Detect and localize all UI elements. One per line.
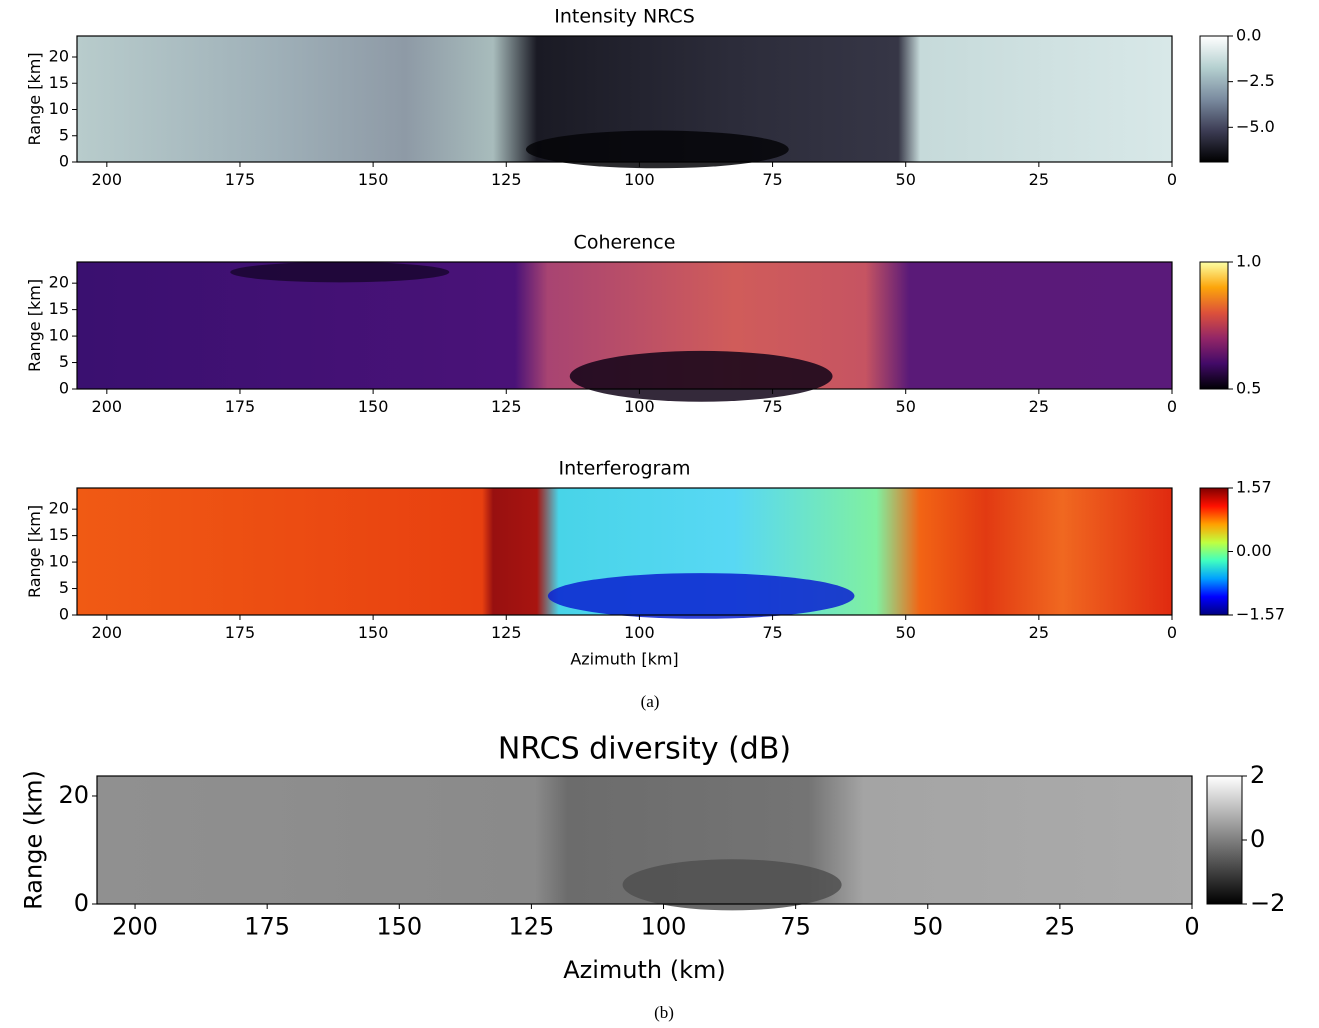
image-feature <box>230 262 450 283</box>
x-tick-label: 0 <box>1167 623 1177 642</box>
colorbar-tick-label: 0.5 <box>1236 379 1261 398</box>
x-tick-label: 150 <box>358 623 389 642</box>
chart-title: NRCS diversity (dB) <box>498 732 791 767</box>
y-tick-label: 20 <box>49 47 69 66</box>
y-tick-label: 10 <box>49 552 69 571</box>
y-axis-label: Range [km] <box>25 505 44 598</box>
colorbar <box>1206 775 1243 905</box>
y-tick-label: 0 <box>59 379 69 398</box>
y-tick-label: 5 <box>59 352 69 371</box>
axes-frame <box>76 261 1173 390</box>
x-tick-label: 200 <box>112 913 158 941</box>
colorbar-tick-label: −5.0 <box>1236 117 1275 136</box>
axes-frame <box>76 487 1173 616</box>
x-tick-label: 25 <box>1045 913 1076 941</box>
y-axis-label: Range [km] <box>25 52 44 145</box>
colorbar-tick-label: 1.0 <box>1236 252 1261 271</box>
x-tick-label: 50 <box>896 623 916 642</box>
y-tick-label: 10 <box>49 326 69 345</box>
x-tick-label: 125 <box>491 397 522 416</box>
y-tick-label: 0 <box>59 152 69 171</box>
x-tick-label: 100 <box>624 170 655 189</box>
x-tick-label: 150 <box>358 170 389 189</box>
x-tick-label: 75 <box>780 913 811 941</box>
colorbar-tick-label: 1.57 <box>1236 478 1272 497</box>
x-tick-label: 175 <box>244 913 290 941</box>
image-feature <box>622 859 842 911</box>
x-tick-label: 25 <box>1029 397 1049 416</box>
x-tick-label: 200 <box>92 623 123 642</box>
y-tick-label: 15 <box>49 525 69 544</box>
y-tick-label: 0 <box>59 605 69 624</box>
x-tick-label: 0 <box>1167 397 1177 416</box>
x-tick-label: 125 <box>491 623 522 642</box>
image-feature <box>547 573 855 619</box>
x-tick-label: 200 <box>92 397 123 416</box>
x-tick-label: 0 <box>1184 913 1199 941</box>
axes-frame <box>96 775 1193 905</box>
colorbar-tick-label: −2.5 <box>1236 71 1275 90</box>
x-tick-label: 100 <box>624 397 655 416</box>
y-tick-label: 15 <box>49 299 69 318</box>
x-tick-label: 50 <box>912 913 943 941</box>
colorbar-tick-label: 0.00 <box>1236 541 1272 560</box>
chart-title: Intensity NRCS <box>554 6 695 28</box>
axes-frame <box>76 35 1173 163</box>
y-tick-label: 15 <box>49 73 69 92</box>
x-tick-label: 175 <box>225 623 256 642</box>
y-tick-label: 20 <box>49 273 69 292</box>
x-tick-label: 75 <box>762 623 782 642</box>
caption: (b) <box>654 1003 674 1022</box>
x-tick-label: 150 <box>358 397 389 416</box>
colorbar-tick-label: −2 <box>1250 889 1285 917</box>
x-tick-label: 125 <box>491 170 522 189</box>
y-tick-label: 0 <box>74 889 89 917</box>
x-tick-label: 125 <box>509 913 555 941</box>
x-tick-label: 200 <box>92 170 123 189</box>
colorbar <box>1199 261 1229 390</box>
image-feature <box>569 350 833 402</box>
colorbar-tick-label: 0.0 <box>1236 26 1261 45</box>
colorbar-tick-label: 0 <box>1250 825 1265 853</box>
colorbar <box>1199 487 1229 616</box>
y-tick-label: 10 <box>49 99 69 118</box>
y-axis-label: Range [km] <box>25 279 44 372</box>
x-tick-label: 50 <box>896 397 916 416</box>
y-axis-label: Range (km) <box>20 770 48 910</box>
x-tick-label: 75 <box>762 397 782 416</box>
chart-title: Coherence <box>574 232 676 254</box>
caption: (a) <box>641 692 660 711</box>
x-tick-label: 100 <box>641 913 687 941</box>
colorbar-tick-label: −1.57 <box>1236 605 1285 624</box>
x-tick-label: 150 <box>376 913 422 941</box>
y-tick-label: 5 <box>59 578 69 597</box>
y-tick-label: 20 <box>49 499 69 518</box>
x-tick-label: 100 <box>624 623 655 642</box>
x-tick-label: 0 <box>1167 170 1177 189</box>
x-tick-label: 25 <box>1029 623 1049 642</box>
x-tick-label: 175 <box>225 170 256 189</box>
y-tick-label: 5 <box>59 125 69 144</box>
x-tick-label: 175 <box>225 397 256 416</box>
x-tick-label: 25 <box>1029 170 1049 189</box>
y-tick-label: 20 <box>58 781 89 809</box>
x-axis-label: Azimuth [km] <box>570 649 678 668</box>
x-axis-label: Azimuth (km) <box>563 956 726 984</box>
chart-title: Interferogram <box>558 458 690 480</box>
x-tick-label: 75 <box>762 170 782 189</box>
x-tick-label: 50 <box>896 170 916 189</box>
image-feature <box>525 130 789 169</box>
colorbar-tick-label: 2 <box>1250 761 1265 789</box>
colorbar <box>1199 35 1229 163</box>
